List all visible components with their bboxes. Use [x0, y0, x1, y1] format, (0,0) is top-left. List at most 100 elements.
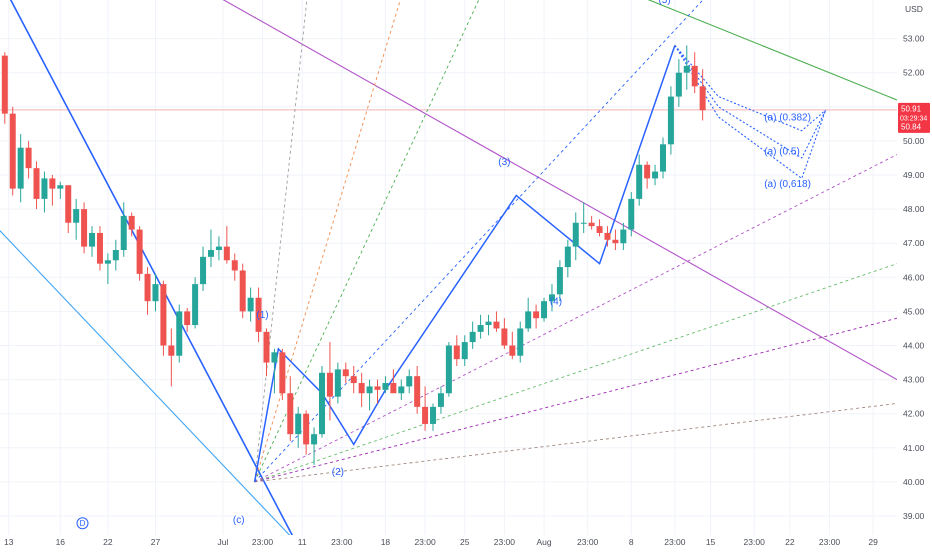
candle[interactable]: [17, 134, 24, 203]
candle[interactable]: [596, 219, 603, 237]
candle[interactable]: [493, 311, 500, 332]
candle[interactable]: [287, 376, 294, 441]
candle[interactable]: [485, 314, 492, 336]
candle[interactable]: [406, 369, 413, 394]
candle[interactable]: [168, 328, 175, 387]
candle[interactable]: [461, 335, 468, 366]
candle[interactable]: [517, 321, 524, 363]
candle[interactable]: [334, 362, 341, 404]
candle[interactable]: [89, 226, 96, 257]
candle[interactable]: [477, 314, 484, 339]
candle[interactable]: [112, 239, 119, 271]
elliott-wave-path[interactable]: [253, 45, 676, 483]
candle[interactable]: [1, 52, 8, 124]
candle[interactable]: [192, 277, 199, 329]
candle[interactable]: [136, 226, 143, 281]
candle[interactable]: [374, 379, 381, 404]
candle[interactable]: [120, 202, 127, 257]
fan-line-2[interactable]: [254, 0, 410, 483]
candle[interactable]: [667, 86, 674, 155]
candle[interactable]: [525, 297, 532, 332]
candle[interactable]: [683, 45, 690, 90]
candle[interactable]: [541, 297, 548, 322]
drawing-lines[interactable]: [0, 0, 897, 547]
fan-line-8[interactable]: [254, 403, 897, 483]
candle[interactable]: [445, 342, 452, 397]
downtrend-channel-top[interactable]: [0, 0, 298, 547]
candle[interactable]: [501, 318, 508, 349]
candle[interactable]: [572, 212, 579, 261]
candle[interactable]: [564, 239, 571, 278]
candle[interactable]: [691, 52, 698, 94]
candle[interactable]: [699, 69, 706, 121]
candle[interactable]: [9, 106, 16, 196]
time-axis[interactable]: 13 16 22 27 Jul 23:00 11 23:00 18 23:00 25 23:00 Aug…: [0, 535, 897, 550]
candle[interactable]: [160, 280, 167, 356]
candle[interactable]: [184, 307, 191, 332]
candle[interactable]: [128, 212, 135, 237]
candle[interactable]: [152, 273, 159, 312]
candle[interactable]: [548, 284, 555, 312]
candle[interactable]: [382, 376, 389, 394]
candle[interactable]: [580, 202, 587, 233]
candle[interactable]: [652, 164, 659, 186]
candle[interactable]: [398, 379, 405, 401]
fan-line-7[interactable]: [254, 317, 897, 483]
candle[interactable]: [612, 229, 619, 251]
fan-line-6[interactable]: [254, 263, 897, 483]
candle[interactable]: [556, 260, 563, 302]
candle[interactable]: [366, 379, 373, 411]
candle[interactable]: [176, 304, 183, 363]
candle[interactable]: [73, 198, 80, 240]
candle[interactable]: [437, 386, 444, 414]
candle[interactable]: [33, 161, 40, 210]
candle[interactable]: [311, 427, 318, 465]
candle[interactable]: [247, 287, 254, 322]
fan-line-1[interactable]: [254, 0, 311, 482]
candle[interactable]: [279, 348, 286, 401]
candle[interactable]: [223, 226, 230, 264]
candle[interactable]: [326, 342, 333, 421]
candle[interactable]: [469, 321, 476, 349]
candle[interactable]: [588, 215, 595, 230]
price-axis[interactable]: USD 39.00 40.00 41.00 42.00 43.00 44.00 45.00 46…: [897, 0, 932, 550]
candle[interactable]: [636, 154, 643, 206]
candle[interactable]: [453, 335, 460, 366]
candle[interactable]: [81, 202, 88, 254]
candle[interactable]: [422, 386, 429, 431]
candle[interactable]: [200, 246, 207, 291]
candle[interactable]: [390, 369, 397, 394]
candle[interactable]: [319, 365, 325, 438]
fan-line-4[interactable]: [254, 0, 731, 483]
candle[interactable]: [49, 175, 56, 206]
candle[interactable]: [57, 181, 64, 199]
candle[interactable]: [207, 229, 214, 268]
candle[interactable]: [509, 331, 516, 360]
candle[interactable]: [25, 140, 32, 179]
candle[interactable]: [96, 226, 103, 271]
candle[interactable]: [430, 403, 437, 431]
candle[interactable]: [604, 226, 611, 247]
candle[interactable]: [414, 365, 421, 414]
fan-line-5[interactable]: [254, 154, 897, 483]
candle[interactable]: [104, 253, 111, 285]
candle[interactable]: [239, 263, 246, 319]
candle[interactable]: [628, 192, 635, 237]
candle[interactable]: [263, 328, 270, 377]
magenta-trendline[interactable]: [171, 0, 897, 381]
candle[interactable]: [303, 410, 310, 455]
current-price-badge[interactable]: [898, 102, 930, 133]
candle[interactable]: [620, 222, 627, 251]
candle[interactable]: [533, 304, 540, 329]
candle[interactable]: [215, 236, 222, 261]
candle[interactable]: [644, 161, 651, 189]
candle[interactable]: [41, 171, 48, 213]
candle[interactable]: [350, 365, 357, 394]
green-trendline[interactable]: [576, 0, 897, 101]
candle[interactable]: [358, 372, 365, 407]
dividend-icon[interactable]: [76, 517, 89, 530]
downtrend-channel-bottom[interactable]: [0, 230, 297, 544]
candle[interactable]: [231, 253, 238, 281]
candle[interactable]: [342, 362, 349, 384]
